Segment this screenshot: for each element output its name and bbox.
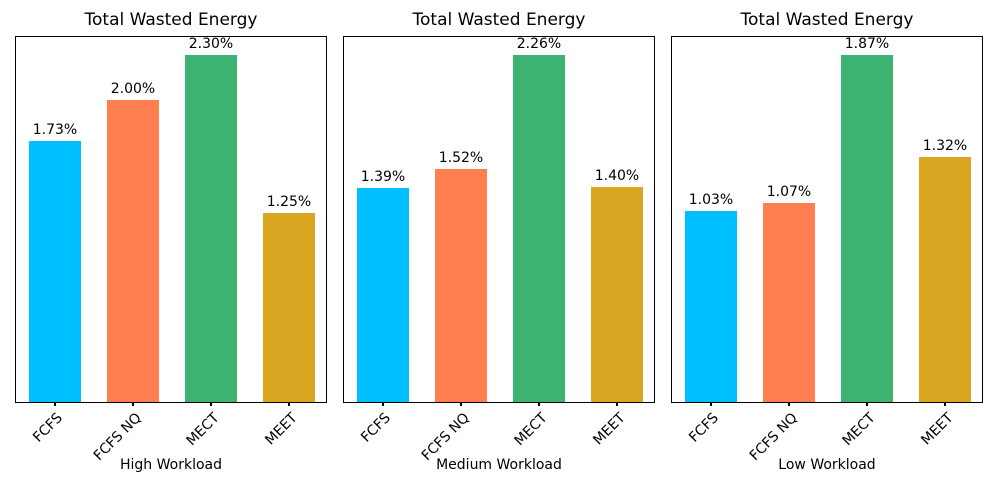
x-tick-label: MECT [511, 410, 551, 450]
bar-value-label: 1.40% [594, 167, 640, 184]
x-tick [538, 402, 540, 406]
bar-mect [513, 54, 565, 402]
x-tick-label: MEET [917, 410, 957, 449]
bar-meet [919, 156, 971, 402]
chart-title: Total Wasted Energy [740, 10, 914, 30]
bar-meet [263, 213, 315, 402]
bar-meet [591, 186, 643, 402]
bar-fcfs-nq [107, 100, 159, 402]
x-tick [460, 402, 462, 406]
x-tick [944, 402, 946, 406]
bar-fcfs [357, 188, 409, 402]
x-tick [788, 402, 790, 406]
subplot-low-workload: Total Wasted Energy 1.03% FCFS 1.07% FCFS N… [671, 0, 983, 500]
bar-fcfs [685, 210, 737, 402]
bar-value-label: 1.03% [688, 191, 734, 208]
plot-area: 1.03% FCFS 1.07% FCFS NQ 1.87% MECT 1.32% MEET [671, 35, 983, 464]
chart-title: Total Wasted Energy [84, 10, 258, 30]
bar-value-label: 1.73% [32, 121, 78, 138]
x-tick [288, 402, 290, 406]
x-tick-label: MEET [589, 410, 629, 449]
bar-fcfs [29, 140, 81, 402]
x-tick-label: FCFS NQ [746, 410, 801, 465]
x-tick-label: MECT [183, 410, 223, 450]
x-tick-label: MEET [261, 410, 301, 449]
x-tick [866, 402, 868, 406]
bar-value-label: 1.25% [266, 194, 312, 211]
bar-value-label: 2.26% [516, 35, 562, 52]
x-tick-label: FCFS NQ [90, 410, 145, 465]
bar-value-label: 1.07% [766, 184, 812, 201]
x-tick [616, 402, 618, 406]
bar-value-label: 1.32% [922, 137, 968, 154]
bar-value-label: 2.30% [188, 35, 234, 52]
x-axis-label: Low Workload [778, 457, 876, 473]
x-tick [54, 402, 56, 406]
x-tick [382, 402, 384, 406]
x-tick [132, 402, 134, 406]
bar-value-label: 1.39% [360, 169, 406, 186]
bar-fcfs-nq [435, 168, 487, 402]
bar-value-label: 2.00% [110, 81, 156, 98]
bar-mect [185, 54, 237, 402]
x-tick-label: FCFS NQ [418, 410, 473, 465]
bar-value-label: 1.52% [438, 149, 484, 166]
bar-value-label: 1.87% [844, 35, 890, 52]
x-axis-label: High Workload [120, 457, 222, 473]
x-tick [210, 402, 212, 406]
x-tick-label: MECT [839, 410, 879, 450]
bar-fcfs-nq [763, 203, 815, 402]
x-tick-label: FCFS [30, 410, 67, 446]
subplot-medium-workload: Total Wasted Energy 1.39% FCFS 1.52% FCFS N… [343, 0, 655, 500]
x-axis-label: Medium Workload [436, 457, 562, 473]
bar-mect [841, 54, 893, 402]
plot-area: 1.39% FCFS 1.52% FCFS NQ 2.26% MECT 1.40% MEET [343, 35, 655, 464]
chart-title: Total Wasted Energy [412, 10, 586, 30]
x-tick [710, 402, 712, 406]
plot-area: 1.73% FCFS 2.00% FCFS NQ 2.30% MECT 1.25% MEET [15, 35, 327, 464]
subplot-high-workload: Total Wasted Energy 1.73% FCFS 2.00% FCFS N… [15, 0, 327, 500]
